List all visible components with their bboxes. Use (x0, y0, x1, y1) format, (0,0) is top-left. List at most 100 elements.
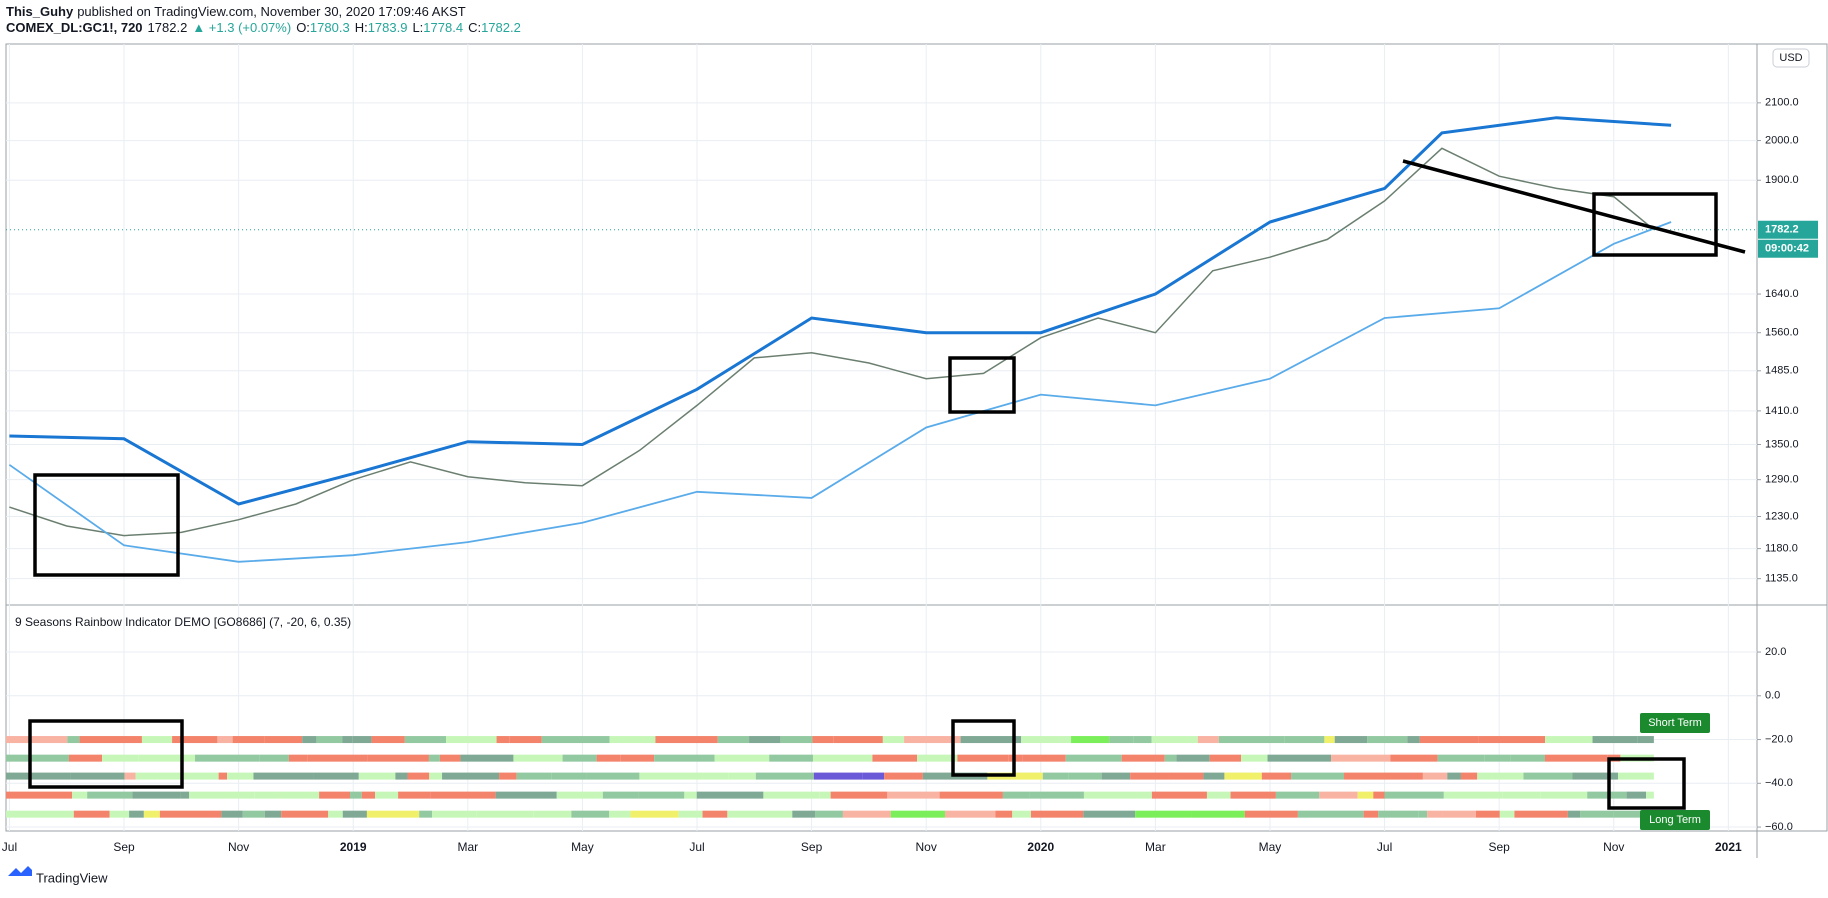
rainbow-segment (516, 772, 552, 780)
y-tick-label: 1290.0 (1765, 474, 1799, 486)
rainbow-segment (404, 736, 447, 744)
rainbow-segment (350, 791, 362, 799)
rainbow-segment (609, 810, 631, 818)
indicator-tick-label: −60.0 (1765, 821, 1793, 833)
rainbow-segment (1133, 736, 1152, 744)
rainbow-segment (1241, 754, 1268, 762)
rainbow-segment (833, 736, 883, 744)
rainbow-segment (917, 754, 958, 762)
low-label: L: (412, 20, 423, 35)
rainbow-segment (371, 736, 405, 744)
y-tick-label: 1560.0 (1765, 327, 1799, 339)
indicator-tick-label: −40.0 (1765, 777, 1793, 789)
rainbow-segment (143, 810, 160, 818)
rainbow-segment (264, 736, 303, 744)
rainbow-segment (259, 754, 289, 762)
rainbow-segment (1477, 772, 1493, 780)
rainbow-segment (496, 736, 510, 744)
rainbow-segment (1540, 791, 1588, 799)
author: This_Guhy (6, 4, 74, 19)
rainbow-segment (307, 754, 368, 762)
last-price-box (1758, 220, 1818, 239)
x-tick-label: Jul (689, 840, 704, 854)
rainbow-segment (342, 736, 353, 744)
rainbow-segment (696, 791, 764, 799)
rainbow-segment (1191, 810, 1245, 818)
rainbow-segment (302, 736, 317, 744)
rainbow-segment (180, 791, 190, 799)
rainbow-segment (812, 736, 834, 744)
rainbow-segment (620, 754, 655, 762)
rainbow-segment (1443, 791, 1503, 799)
rainbow-segment (70, 772, 125, 780)
rainbow-segment (1442, 810, 1476, 818)
rainbow-segment (702, 810, 728, 818)
rainbow-segment (1022, 754, 1066, 762)
rainbow-segment (1523, 772, 1573, 780)
rainbow-segment (862, 772, 885, 780)
rainbow-segment (609, 736, 656, 744)
rainbow-segment (218, 772, 228, 780)
annotation-box (951, 719, 1016, 777)
open: 1780.3 (310, 20, 350, 35)
published: published on TradingView.com, November 3… (77, 4, 466, 19)
rainbow-segment (533, 810, 572, 818)
indicator-tick-label: −20.0 (1765, 733, 1793, 745)
rainbow-segment (1419, 736, 1479, 744)
rainbow-segment (957, 754, 1009, 762)
rainbow-segment (702, 772, 729, 780)
rainbow-segment (995, 810, 1013, 818)
rainbow-segment (792, 810, 816, 818)
x-tick-label: Sep (1488, 840, 1510, 854)
series-line (8, 221, 1672, 563)
rainbow-segment (1197, 736, 1219, 744)
rainbow-segment (159, 810, 222, 818)
low: 1778.4 (423, 20, 463, 35)
rainbow-segment (655, 736, 718, 744)
rainbow-segment (769, 754, 813, 762)
x-tick-label: 2021 (1715, 840, 1742, 854)
rainbow-segment (1418, 810, 1428, 818)
rainbow-segment (1002, 791, 1030, 799)
short-term-label: Short Term (1648, 717, 1702, 729)
rainbow-segment (1203, 772, 1225, 780)
rainbow-segment (1390, 754, 1438, 762)
rainbow-segment (1545, 736, 1593, 744)
symbol-line: COMEX_DL:GC1!, 720 1782.2 ▲ +1.3 (+0.07%) O… (6, 20, 521, 35)
logo-icon (8, 866, 32, 876)
rainbow-segment (1331, 754, 1391, 762)
x-tick-label: 2019 (340, 840, 367, 854)
rainbow-segment (1617, 772, 1654, 780)
rainbow-segment (813, 772, 863, 780)
rainbow-segment (1176, 754, 1210, 762)
rainbow-row (6, 810, 1654, 818)
rainbow-segment (1291, 772, 1345, 780)
rainbow-segment (562, 754, 597, 762)
rainbow-segment (596, 754, 621, 762)
countdown-label: 09:00:42 (1765, 243, 1809, 255)
rainbow-segment (407, 772, 430, 780)
rainbow-segment (1230, 791, 1276, 799)
x-tick-label: May (571, 840, 594, 854)
last-price-label: 1782.2 (1765, 224, 1799, 236)
rainbow-segment (358, 772, 396, 780)
rainbow-segment (132, 791, 181, 799)
y-tick-label: 1230.0 (1765, 510, 1799, 522)
rainbow-segment (1071, 736, 1110, 744)
rainbow-segment (1437, 754, 1485, 762)
open-label: O: (296, 20, 310, 35)
rainbow-segment (109, 810, 130, 818)
rainbow-segment (727, 810, 793, 818)
rainbow-segment (872, 754, 918, 762)
rainbow-segment (1224, 772, 1262, 780)
rainbow-segment (1502, 791, 1541, 799)
rainbow-segment (1484, 754, 1511, 762)
rainbow-segment (1373, 791, 1385, 799)
rainbow-segment (6, 791, 73, 799)
rainbow-segment (1601, 791, 1627, 799)
y-tick-label: 2000.0 (1765, 134, 1799, 146)
rainbow-segment (1244, 810, 1298, 818)
rainbow-segment (495, 791, 557, 799)
rainbow-segment (446, 736, 497, 744)
rainbow-segment (884, 772, 923, 780)
